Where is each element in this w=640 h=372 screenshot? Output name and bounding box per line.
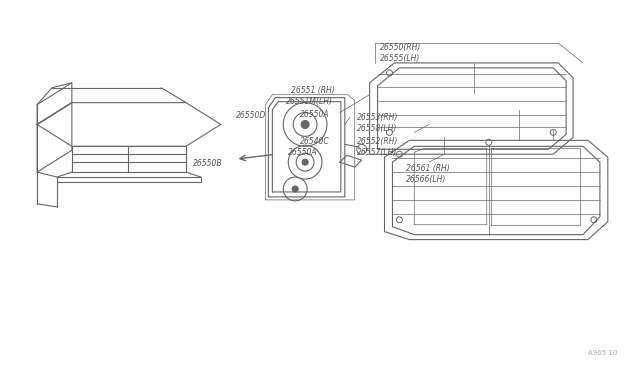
Text: 26551M(LH): 26551M(LH)	[286, 97, 333, 106]
Text: A965 10: A965 10	[588, 350, 618, 356]
Text: 26550B: 26550B	[193, 159, 223, 169]
Text: 26557(LH): 26557(LH)	[357, 148, 397, 157]
Circle shape	[302, 159, 308, 165]
Text: 26558(LH): 26558(LH)	[357, 124, 397, 133]
Text: 26550D: 26550D	[236, 111, 266, 121]
Text: 26553(RH): 26553(RH)	[357, 113, 398, 122]
Text: 26540C: 26540C	[300, 137, 330, 146]
Text: 26550A: 26550A	[288, 148, 318, 157]
Text: 26561 (RH): 26561 (RH)	[406, 164, 449, 173]
Text: 26566(LH): 26566(LH)	[406, 175, 446, 184]
Text: 26550(RH): 26550(RH)	[380, 43, 422, 52]
Circle shape	[301, 121, 309, 128]
Text: 26555(LH): 26555(LH)	[380, 54, 420, 63]
Circle shape	[292, 186, 298, 192]
Text: 26551 (RH): 26551 (RH)	[291, 86, 335, 94]
Text: 26550A: 26550A	[300, 109, 330, 119]
Text: 26552(RH): 26552(RH)	[357, 137, 398, 146]
